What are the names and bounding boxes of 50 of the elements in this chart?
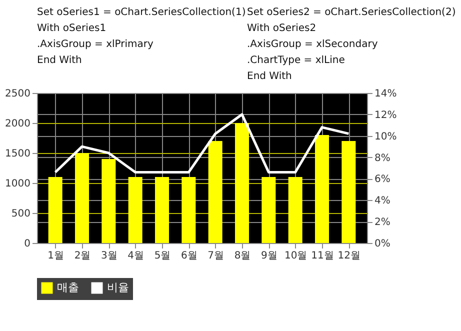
- y2-tick-label: 8%: [374, 152, 390, 164]
- bar: [155, 177, 169, 243]
- bar: [208, 141, 222, 243]
- x-tick-label: 2월: [74, 250, 91, 262]
- x-tick-label: 8월: [234, 250, 251, 262]
- x-tick-label: 6월: [180, 250, 198, 262]
- bar: [48, 177, 62, 243]
- text: .AxisGroup = xlSecondary: [247, 39, 378, 50]
- x-tick-label: 9월: [260, 250, 278, 262]
- text: With oSeries2: [247, 23, 316, 34]
- x-tick-label: 1월: [48, 250, 64, 262]
- text: .ChartType = xlLine: [247, 55, 345, 66]
- line-series: [54, 113, 350, 174]
- y-tick-label: 500: [11, 208, 30, 220]
- text: With oSeries1: [37, 23, 106, 34]
- text: End With: [247, 71, 292, 82]
- x-tick-label: 11월: [311, 250, 334, 262]
- text: End With: [37, 55, 82, 66]
- x-tick-label: 10월: [284, 250, 308, 262]
- legend-label: 비율: [107, 281, 129, 294]
- x-tick-label: 12월: [338, 250, 361, 262]
- x-tick-label: 5월: [154, 250, 171, 262]
- y2-tick-label: 0%: [374, 238, 390, 250]
- y-tick-label: 1500: [5, 148, 30, 160]
- y2-tick-label: 10%: [374, 131, 397, 142]
- text: .AxisGroup = xlPrimary: [37, 39, 154, 50]
- bar: [235, 123, 249, 243]
- bar: [75, 153, 89, 243]
- bar: [288, 177, 302, 243]
- y-tick-label: 1000: [5, 178, 30, 190]
- x-tick-label: 4월: [128, 250, 144, 262]
- x-tick-label: 7월: [208, 250, 224, 262]
- text: Set oSeries1 = oChart.SeriesCollection(1): [37, 7, 246, 18]
- y-tick-label: 2000: [5, 118, 30, 130]
- bar: [182, 177, 196, 243]
- bar: [102, 159, 116, 243]
- y2-tick-label: 6%: [374, 174, 390, 186]
- y-tick-label: 2500: [5, 88, 30, 100]
- bar: [262, 177, 276, 243]
- y2-tick-label: 14%: [374, 88, 397, 100]
- y2-tick-label: 12%: [374, 110, 397, 121]
- legend-label: 매출: [57, 281, 79, 294]
- bar: [128, 177, 142, 243]
- bar: [315, 135, 329, 243]
- y2-tick-label: 2%: [374, 217, 390, 228]
- text: Set oSeries2 = oChart.SeriesCollection(2): [247, 7, 456, 18]
- y-tick-label: 0: [24, 238, 30, 250]
- y2-tick-label: 4%: [374, 196, 390, 207]
- bar: [342, 141, 356, 243]
- x-tick-label: 3월: [100, 250, 118, 262]
